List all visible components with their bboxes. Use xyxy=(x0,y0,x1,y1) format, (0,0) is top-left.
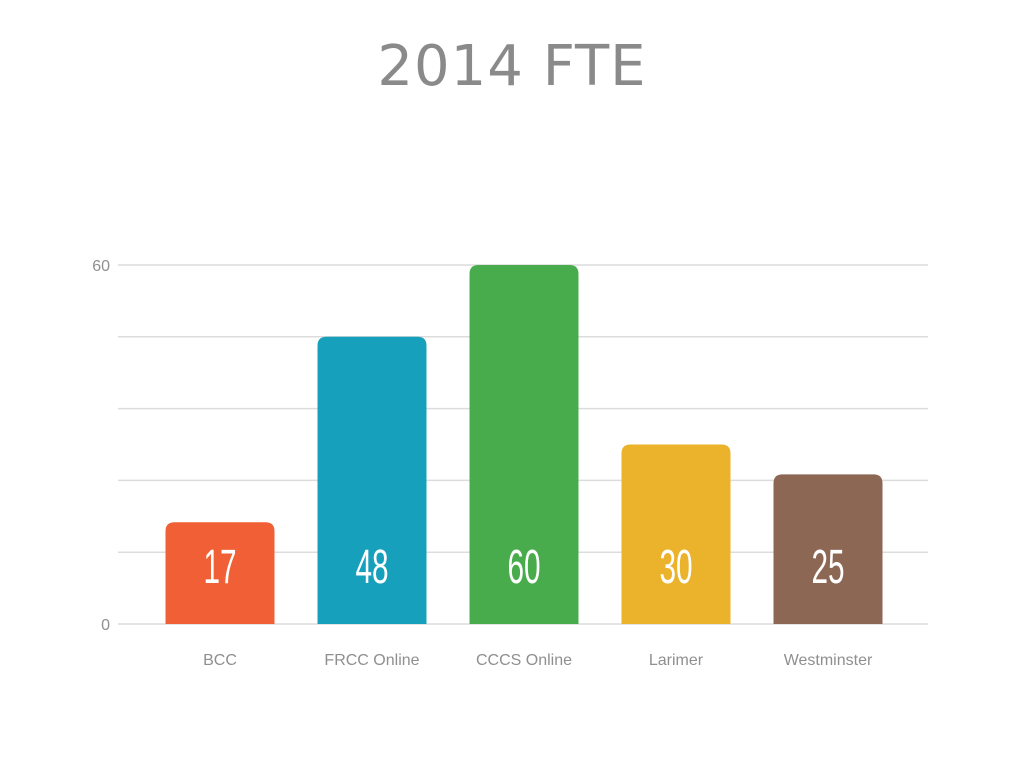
x-tick-label: Westminster xyxy=(784,652,873,669)
x-tick-label: BCC xyxy=(203,652,237,669)
data-label: 60 xyxy=(507,541,540,594)
bars xyxy=(165,265,883,624)
x-tick-label: CCCS Online xyxy=(476,652,572,669)
data-label: 17 xyxy=(203,541,236,594)
labels: 0 60 17 BCC 48 FRCC Online 60 CCCS Online 30 Lari… xyxy=(92,258,873,669)
x-tick-label: Larimer xyxy=(649,652,704,669)
data-label: 48 xyxy=(355,541,388,594)
x-tick-label: FRCC Online xyxy=(324,652,419,669)
bar-westminster xyxy=(773,474,883,624)
data-label: 25 xyxy=(811,541,844,594)
y-tick-label: 0 xyxy=(101,617,110,634)
chart-title: 2014 FTE xyxy=(377,34,647,99)
bar-bcc xyxy=(165,522,275,624)
data-label: 30 xyxy=(659,541,692,594)
bar-frcc-online xyxy=(317,336,427,624)
bar-larimer xyxy=(621,444,731,624)
bar-cccs-online xyxy=(469,265,579,624)
y-tick-label: 60 xyxy=(92,258,110,275)
